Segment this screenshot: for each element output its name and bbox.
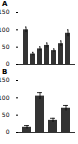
- svg-text:0: 0: [6, 60, 10, 67]
- html-text:A: A: [2, 0, 8, 8]
- html-text:B: B: [2, 68, 8, 76]
- svg-text:0: 0: [6, 128, 10, 135]
- svg-text:50: 50: [2, 43, 10, 50]
- svg-text:100: 100: [0, 94, 10, 101]
- svg-text:150: 150: [0, 8, 10, 15]
- svg-text:150: 150: [0, 76, 10, 83]
- svg-text:50: 50: [2, 111, 10, 118]
- svg-text:100: 100: [0, 26, 10, 33]
